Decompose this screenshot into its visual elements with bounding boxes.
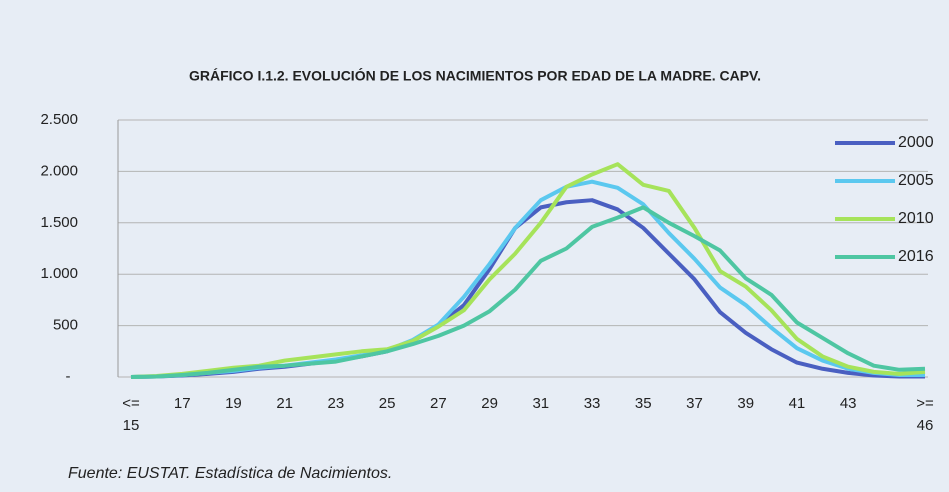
x-tick-label: 29	[481, 395, 498, 412]
legend-label: 2000	[898, 134, 934, 151]
x-tick-label: 39	[737, 395, 755, 412]
x-tick-label: 37	[686, 395, 703, 412]
line-series	[130, 205, 926, 379]
y-tick-label: 1.500	[40, 214, 78, 231]
legend-label: 2005	[898, 172, 934, 189]
x-tick-label: <= 15	[122, 395, 140, 434]
y-tick-label: 2.500	[40, 111, 78, 128]
x-tick-label: 27	[430, 395, 447, 412]
legend-label: 2016	[898, 248, 934, 265]
footnote: Fuente: EUSTAT. Estadística de Nacimient…	[68, 465, 392, 482]
x-tick-label: 19	[225, 395, 242, 412]
x-tick-label: 25	[378, 395, 396, 412]
x-tick-label: 43	[839, 395, 857, 412]
y-tick-label: 1.000	[40, 265, 78, 282]
chart-title: GRÁFICO I.1.2. EVOLUCIÓN DE LOS NACIMIEN…	[189, 67, 761, 84]
x-tick-label: 33	[583, 395, 601, 412]
x-tick-label: >= 46	[916, 395, 934, 434]
line-series	[130, 162, 926, 379]
line-series	[130, 179, 925, 379]
legend-label: 2010	[898, 210, 934, 227]
y-tick-label: 500	[53, 317, 78, 334]
y-tick-label: 2.000	[40, 162, 78, 179]
y-tick-label: -	[66, 368, 71, 385]
x-tick-label: 35	[634, 395, 652, 412]
x-tick-label: 31	[532, 395, 550, 412]
x-tick-label: 41	[788, 395, 806, 412]
x-tick-label: 17	[173, 395, 191, 412]
x-tick-label: 21	[276, 395, 294, 412]
x-tick-label: 23	[327, 395, 345, 412]
